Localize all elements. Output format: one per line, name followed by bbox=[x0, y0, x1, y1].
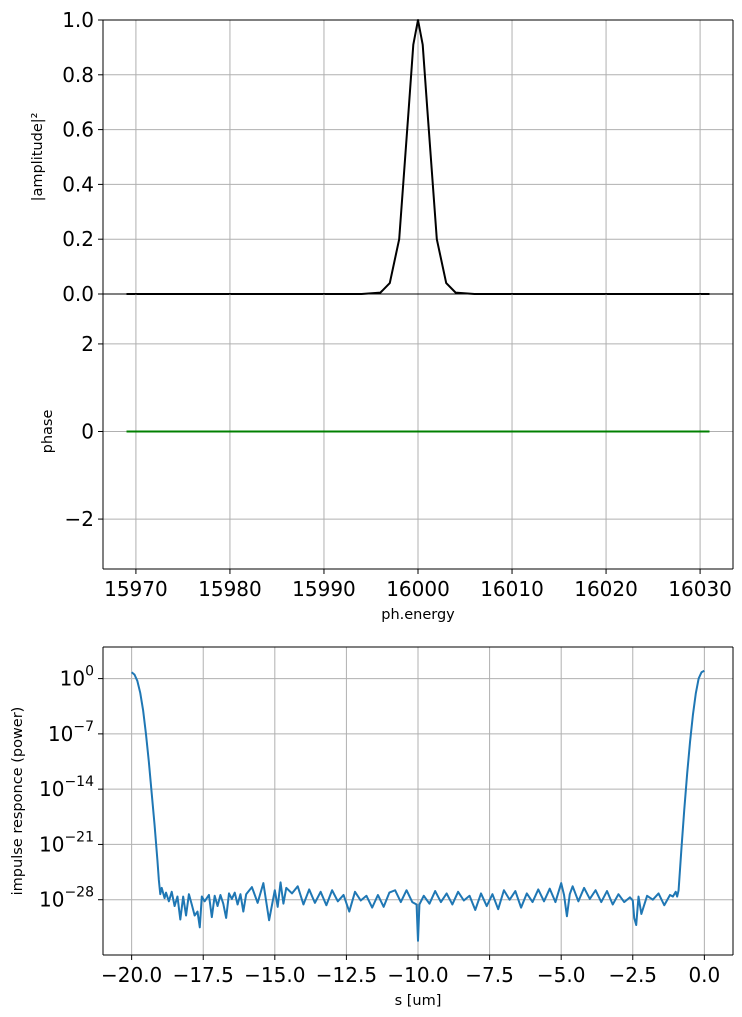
x-axis-label: s [um] bbox=[395, 993, 442, 1009]
x-tick-label: −10.0 bbox=[387, 963, 448, 987]
x-tick-label: 16010 bbox=[480, 577, 544, 601]
y-axis-label: impulse responce (power) bbox=[10, 707, 26, 896]
y-axis-label: |amplitude|² bbox=[30, 113, 46, 202]
y-tick-label: 10−21 bbox=[39, 829, 94, 856]
series-line bbox=[131, 669, 705, 942]
y-tick-label: 100 bbox=[60, 664, 94, 691]
y-tick-label: 0.0 bbox=[62, 282, 94, 306]
x-tick-label: 15990 bbox=[292, 577, 356, 601]
amplitude-plot: 0.0 0.2 0.4 0.6 0.8 1.0 |amplitude|² bbox=[30, 8, 734, 306]
y-tick-label: 0.6 bbox=[62, 118, 94, 142]
y-tick-label: 10−7 bbox=[48, 719, 94, 746]
x-tick-label: −2.5 bbox=[608, 963, 657, 987]
x-tick-label: 15970 bbox=[104, 577, 168, 601]
y-tick-label: 2 bbox=[81, 332, 94, 356]
x-tick-label: −7.5 bbox=[465, 963, 514, 987]
x-tick-label: −12.5 bbox=[316, 963, 377, 987]
y-tick-label: −2 bbox=[65, 507, 94, 531]
x-tick-label: 16030 bbox=[668, 577, 732, 601]
x-tick-label: −15.0 bbox=[244, 963, 305, 987]
x-tick-label: 16000 bbox=[386, 577, 450, 601]
x-tick-label: 0.0 bbox=[688, 963, 720, 987]
x-tick-label: −17.5 bbox=[173, 963, 234, 987]
x-axis-label: ph.energy bbox=[381, 607, 455, 623]
y-tick-label: 0.2 bbox=[62, 227, 94, 251]
y-tick-label: 0.4 bbox=[62, 172, 94, 196]
y-tick-label: 10−28 bbox=[39, 885, 94, 912]
phase-plot: −2 0 2 15970 15980 15990 16000 16010 16020 16030 p… bbox=[40, 293, 734, 623]
y-axis-label: phase bbox=[40, 410, 56, 454]
x-tick-label: 15980 bbox=[198, 577, 262, 601]
y-tick-label: 10−14 bbox=[39, 774, 94, 801]
impulse-response-plot: 100 10−7 10−14 10−21 10−28 −20.0 −17.5 −15.0 −12… bbox=[10, 646, 734, 1009]
y-tick-label: 0 bbox=[81, 420, 94, 444]
x-tick-label: −20.0 bbox=[101, 963, 162, 987]
y-tick-label: 1.0 bbox=[62, 8, 94, 32]
x-tick-label: −5.0 bbox=[537, 963, 586, 987]
x-tick-label: 16020 bbox=[574, 577, 638, 601]
y-tick-label: 0.8 bbox=[62, 63, 94, 87]
